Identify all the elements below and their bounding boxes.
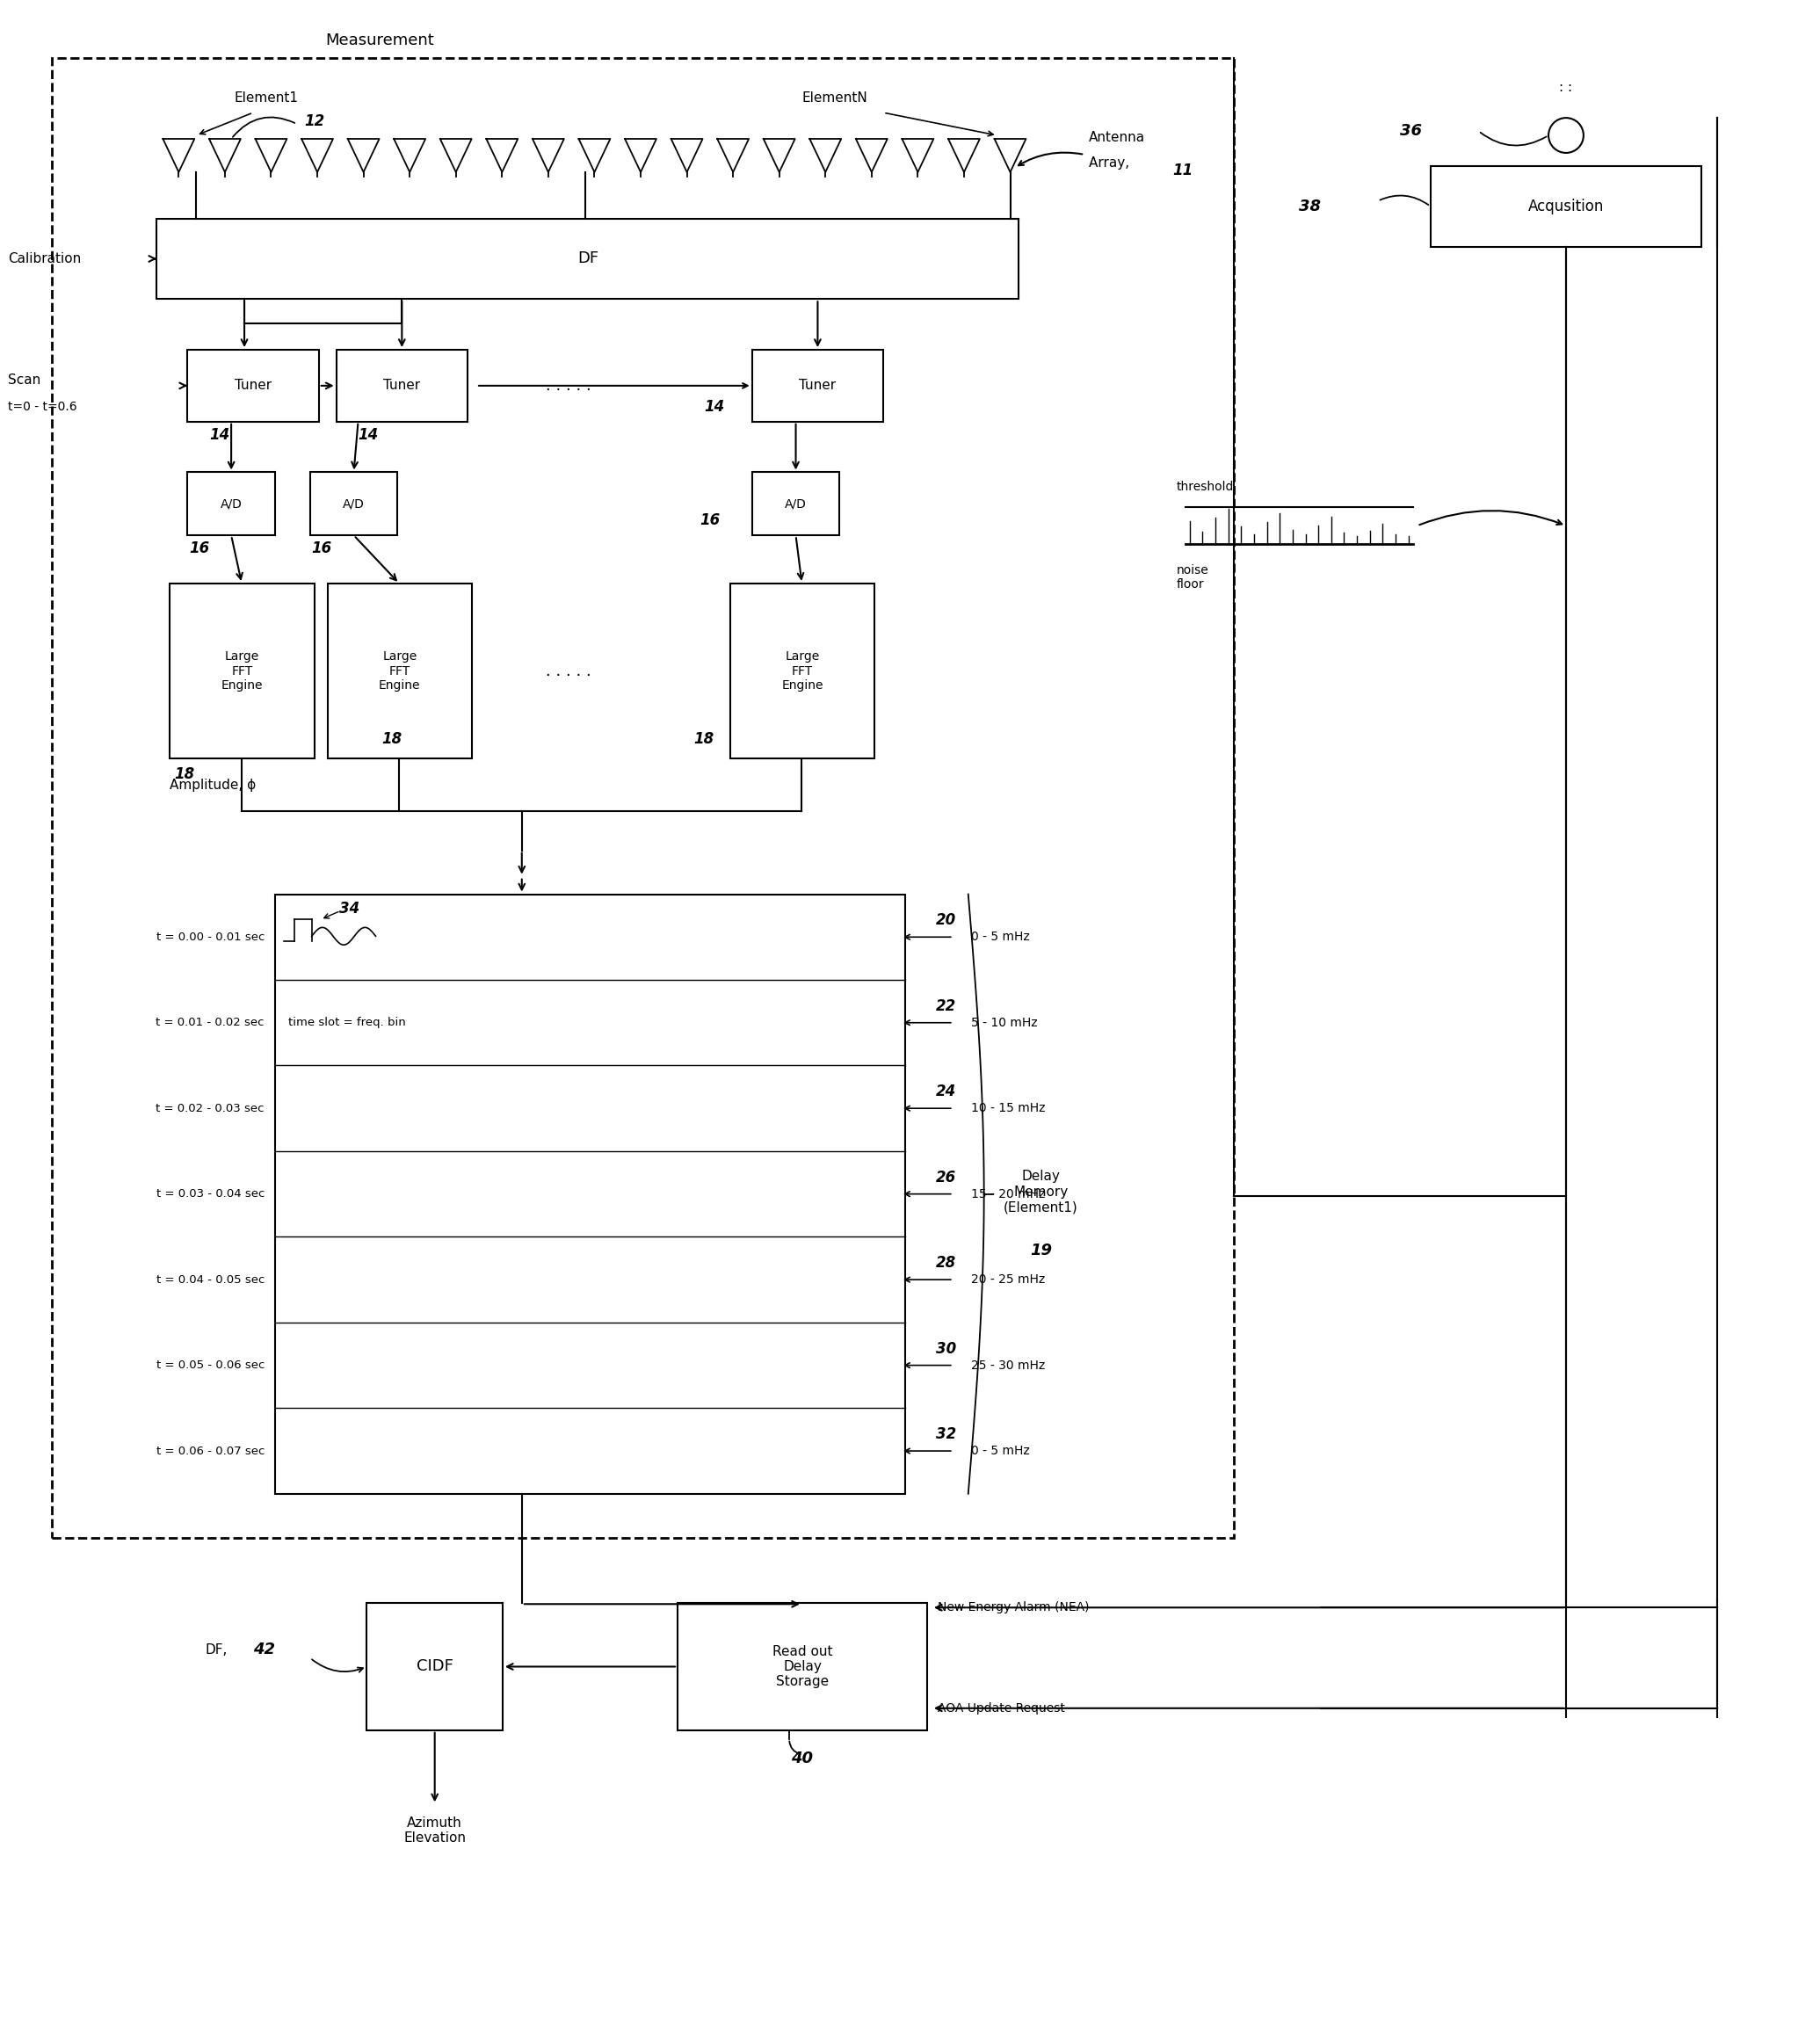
FancyBboxPatch shape	[309, 471, 397, 536]
FancyBboxPatch shape	[730, 583, 875, 759]
Text: Large
FFT
Engine: Large FFT Engine	[222, 651, 264, 692]
Text: 22: 22	[935, 997, 955, 1014]
Text: 34: 34	[339, 900, 360, 916]
Text: 16: 16	[311, 540, 333, 556]
Text: 0 - 5 mHz: 0 - 5 mHz	[970, 931, 1030, 943]
Text: 0 - 5 mHz: 0 - 5 mHz	[970, 1444, 1030, 1457]
Text: t = 0.01 - 0.02 sec: t = 0.01 - 0.02 sec	[157, 1018, 264, 1028]
Text: 28: 28	[935, 1254, 955, 1270]
Text: 16: 16	[189, 540, 209, 556]
Text: Antenna: Antenna	[1088, 131, 1145, 144]
Text: t = 0.03 - 0.04 sec: t = 0.03 - 0.04 sec	[157, 1188, 264, 1200]
Text: A/D: A/D	[342, 498, 364, 510]
Text: A/D: A/D	[220, 498, 242, 510]
FancyBboxPatch shape	[752, 471, 839, 536]
Text: threshold: threshold	[1176, 481, 1234, 494]
Text: 18: 18	[693, 732, 713, 746]
Text: ElementN: ElementN	[803, 91, 868, 105]
Text: DF,: DF,	[206, 1643, 228, 1657]
Text: 20 - 25 mHz: 20 - 25 mHz	[970, 1274, 1045, 1287]
Text: time slot = freq. bin: time slot = freq. bin	[288, 1018, 406, 1028]
Text: Scan: Scan	[7, 374, 40, 386]
Text: . . . . .: . . . . .	[546, 378, 592, 394]
Text: 42: 42	[253, 1641, 275, 1657]
Text: t = 0.06 - 0.07 sec: t = 0.06 - 0.07 sec	[157, 1444, 264, 1457]
Text: Delay
Memory
(Element1): Delay Memory (Element1)	[1003, 1169, 1077, 1214]
FancyBboxPatch shape	[187, 350, 318, 421]
Text: 16: 16	[699, 512, 721, 528]
Text: DF: DF	[577, 251, 599, 267]
Text: Amplitude, ϕ: Amplitude, ϕ	[169, 779, 257, 791]
Text: 20: 20	[935, 912, 955, 929]
Text: . . . . .: . . . . .	[546, 664, 592, 680]
Text: CIDF: CIDF	[417, 1659, 453, 1675]
Text: Measurement: Measurement	[326, 32, 435, 49]
Text: 32: 32	[935, 1426, 955, 1442]
FancyBboxPatch shape	[275, 894, 905, 1493]
FancyBboxPatch shape	[187, 471, 275, 536]
FancyBboxPatch shape	[157, 218, 1019, 299]
Text: Azimuth
Elevation: Azimuth Elevation	[404, 1817, 466, 1845]
Text: 30: 30	[935, 1341, 955, 1357]
Text: 14: 14	[359, 427, 379, 443]
Text: : :: : :	[1560, 81, 1572, 93]
Text: New Energy Alarm (NEA): New Energy Alarm (NEA)	[937, 1602, 1088, 1614]
Text: 18: 18	[382, 732, 402, 746]
Text: 36: 36	[1400, 123, 1421, 140]
Text: Tuner: Tuner	[235, 378, 271, 392]
Text: 25 - 30 mHz: 25 - 30 mHz	[970, 1359, 1045, 1372]
Text: 15 - 20 mHz: 15 - 20 mHz	[970, 1188, 1045, 1200]
Text: Tuner: Tuner	[799, 378, 835, 392]
Text: Acqusition: Acqusition	[1529, 198, 1603, 214]
Text: 10 - 15 mHz: 10 - 15 mHz	[970, 1103, 1045, 1115]
FancyBboxPatch shape	[368, 1602, 502, 1730]
Text: 11: 11	[1172, 162, 1192, 178]
Text: t=0 - t=0.6: t=0 - t=0.6	[7, 401, 76, 413]
Text: 18: 18	[175, 767, 195, 783]
Text: 12: 12	[304, 113, 324, 129]
Text: noise
floor: noise floor	[1176, 564, 1208, 591]
Text: 14: 14	[209, 427, 229, 443]
Text: Calibration: Calibration	[7, 253, 82, 265]
FancyBboxPatch shape	[169, 583, 315, 759]
Text: 14: 14	[704, 399, 724, 415]
Text: t = 0.00 - 0.01 sec: t = 0.00 - 0.01 sec	[157, 931, 264, 943]
Text: t = 0.05 - 0.06 sec: t = 0.05 - 0.06 sec	[157, 1359, 264, 1372]
Text: t = 0.02 - 0.03 sec: t = 0.02 - 0.03 sec	[157, 1103, 264, 1115]
Text: 24: 24	[935, 1084, 955, 1101]
Text: Large
FFT
Engine: Large FFT Engine	[379, 651, 420, 692]
Text: 26: 26	[935, 1169, 955, 1185]
Text: t = 0.04 - 0.05 sec: t = 0.04 - 0.05 sec	[157, 1274, 264, 1285]
FancyBboxPatch shape	[328, 583, 471, 759]
Text: Read out
Delay
Storage: Read out Delay Storage	[772, 1645, 832, 1689]
Text: 19: 19	[1030, 1242, 1052, 1258]
Text: 5 - 10 mHz: 5 - 10 mHz	[970, 1016, 1037, 1030]
FancyBboxPatch shape	[677, 1602, 926, 1730]
Text: 38: 38	[1299, 198, 1321, 214]
Text: Element1: Element1	[235, 91, 298, 105]
FancyBboxPatch shape	[337, 350, 468, 421]
Text: 40: 40	[792, 1750, 814, 1766]
Text: Large
FFT
Engine: Large FFT Engine	[781, 651, 823, 692]
Text: Array,: Array,	[1088, 156, 1134, 170]
Text: AOA Update Request: AOA Update Request	[937, 1701, 1065, 1713]
FancyBboxPatch shape	[752, 350, 883, 421]
FancyBboxPatch shape	[1431, 166, 1702, 247]
Text: A/D: A/D	[784, 498, 806, 510]
Text: Tuner: Tuner	[384, 378, 420, 392]
